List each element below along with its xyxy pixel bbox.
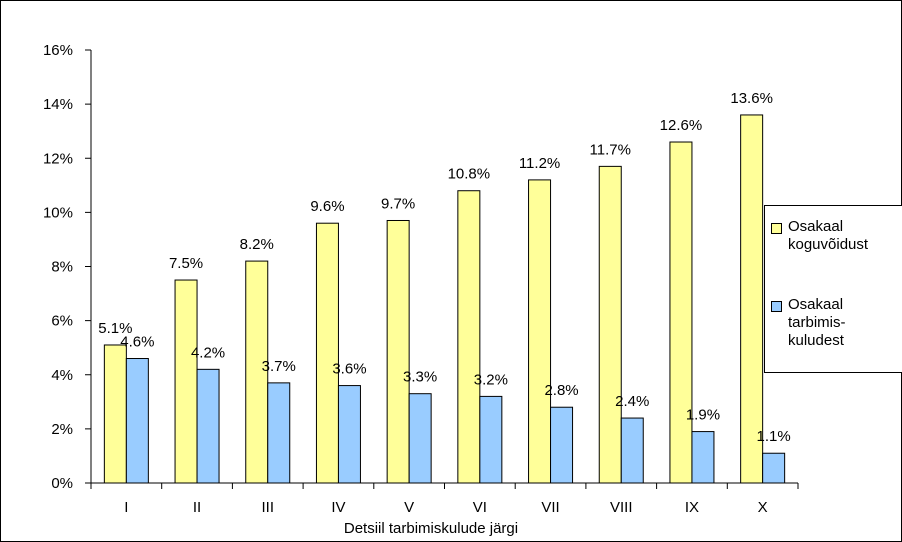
legend-item-blue: Osakaal tarbimis- kuludest [771,296,902,350]
x-tick-label: I [124,499,128,516]
bar-koguvoidust [528,179,552,484]
legend-swatch-yellow [771,223,782,234]
data-label-koguvoidust: 10.8% [448,166,491,183]
data-label-tarbimiskuludest: 2.4% [615,393,649,410]
y-tick-label: 4% [51,367,73,384]
y-tick-label: 10% [43,204,73,221]
x-axis-title: Detsiil tarbimiskulude järgi [344,520,518,537]
x-tick-label: II [193,499,201,516]
data-label-koguvoidust: 7.5% [169,255,203,272]
y-tick-label: 14% [43,96,73,113]
data-label-koguvoidust: 5.1% [98,320,132,337]
data-label-koguvoidust: 11.2% [519,155,560,172]
x-axis: I II III IV V VI VII VIII IX X [90,482,799,516]
x-tick-label: IV [331,499,345,516]
data-label-tarbimiskuludest: 4.6% [120,334,154,351]
bar-koguvoidust [669,141,693,484]
x-tick-label: X [758,499,768,516]
bar-tarbimiskuludest [691,431,715,484]
y-axis: 0% 2% 4% 6% 8% 10% 12% 14% 16% [43,42,92,492]
data-label-koguvoidust: 12.6% [660,117,703,134]
bar-tarbimiskuludest [125,358,149,484]
bar-koguvoidust [386,219,410,484]
data-label-tarbimiskuludest: 3.6% [332,361,366,378]
y-tick-label: 12% [43,150,73,167]
bar-koguvoidust [740,114,764,484]
legend-swatch-blue [771,301,782,312]
x-tick-label: VI [473,499,487,516]
bar-tarbimiskuludest [762,452,786,484]
legend: Osakaal koguvõidust Osakaal tarbimis- ku… [764,205,902,373]
x-tick-label: V [404,499,414,516]
bar-koguvoidust [598,165,622,484]
x-tick-label: IX [685,499,699,516]
bar-tarbimiskuludest [196,368,220,484]
bar-tarbimiskuludest [337,385,361,484]
data-label-tarbimiskuludest: 2.8% [544,382,578,399]
y-tick-label: 2% [51,421,73,438]
bar-tarbimiskuludest [550,406,574,484]
bar-koguvoidust [315,222,339,484]
bar-koguvoidust [457,190,481,484]
data-label-koguvoidust: 8.2% [240,236,274,253]
bar-koguvoidust [103,344,127,484]
y-tick-label: 6% [51,313,73,330]
data-labels: 5.1%4.6% 7.5% 4.2% 8.2% 3.7% 9.6% 3.6% 9.7% 3.3%… [98,90,791,445]
data-label-tarbimiskuludest: 3.7% [262,358,296,375]
y-tick-label: 16% [43,42,73,59]
data-label-tarbimiskuludest: 3.2% [474,371,508,388]
data-label-koguvoidust: 11.7% [590,141,631,158]
bar-tarbimiskuludest [267,382,291,484]
x-tick-label: III [261,499,274,516]
bar-tarbimiskuludest [408,393,432,484]
data-label-tarbimiskuludest: 3.3% [403,369,437,386]
bars [103,114,786,484]
y-tick-label: 0% [51,475,73,492]
data-label-tarbimiskuludest: 1.1% [757,428,791,445]
bar-tarbimiskuludest [620,417,644,484]
data-label-tarbimiskuludest: 4.2% [191,344,225,361]
data-label-koguvoidust: 9.7% [381,195,415,212]
data-label-koguvoidust: 13.6% [730,90,773,107]
x-tick-label: VIII [610,499,633,516]
bar-koguvoidust [174,279,198,484]
bar-tarbimiskuludest [479,395,503,484]
legend-item-yellow: Osakaal koguvõidust [771,218,902,254]
y-tick-label: 8% [51,259,73,276]
data-label-koguvoidust: 9.6% [310,198,344,215]
legend-label-koguvoidust: Osakaal koguvõidust [788,218,869,253]
x-tick-label: VII [541,499,559,516]
data-label-tarbimiskuludest: 1.9% [686,407,720,424]
bar-koguvoidust [245,260,269,484]
legend-label-tarbimiskuludest: Osakaal tarbimis- kuludest [788,296,846,349]
